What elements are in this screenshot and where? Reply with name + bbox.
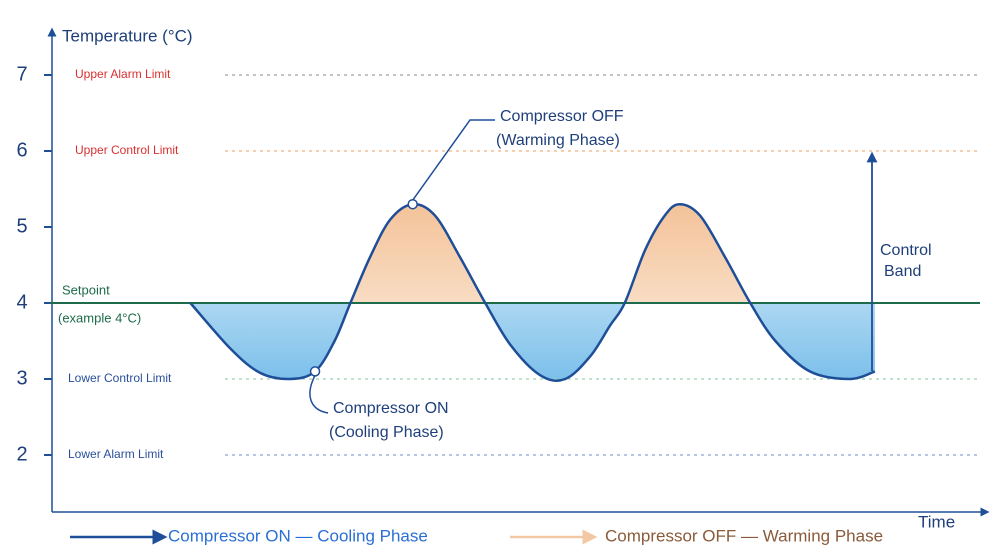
annotation: Compressor OFF: [500, 108, 624, 125]
temperature-line: [189, 202, 876, 382]
reference-label: Lower Alarm Limit: [68, 447, 164, 461]
y-tick-label: 2: [16, 443, 27, 465]
annotation-marker: [407, 198, 418, 210]
reference-label: Lower Control Limit: [68, 371, 172, 385]
annotation-leader: [309, 375, 329, 414]
y-tick-label: 4: [16, 291, 27, 313]
annotation-leader: [412, 119, 495, 201]
annotation: Compressor ON: [333, 400, 449, 417]
y-tick-label: 3: [16, 367, 27, 389]
annotation: (Warming Phase): [496, 132, 620, 149]
y-axis-label: Temperature (°C): [62, 26, 193, 45]
reference-label: Upper Control Limit: [75, 143, 179, 157]
annotation-marker: [309, 366, 321, 377]
reference-label: (example 4°C): [58, 310, 141, 325]
annotation: Control: [880, 242, 932, 259]
y-tick-label: 6: [16, 139, 27, 161]
reference-label: Upper Alarm Limit: [75, 67, 171, 81]
annotation: (Cooling Phase): [329, 424, 444, 441]
y-tick-label: 7: [16, 63, 27, 85]
legend-label: Compressor OFF — Warming Phase: [605, 526, 883, 545]
annotation: Band: [884, 263, 921, 280]
legend-label: Compressor ON — Cooling Phase: [168, 526, 428, 545]
cooling-area: [190, 303, 875, 381]
reference-label: Setpoint: [62, 282, 110, 297]
y-tick-label: 5: [16, 215, 27, 237]
x-axis-label: Time: [918, 512, 955, 531]
